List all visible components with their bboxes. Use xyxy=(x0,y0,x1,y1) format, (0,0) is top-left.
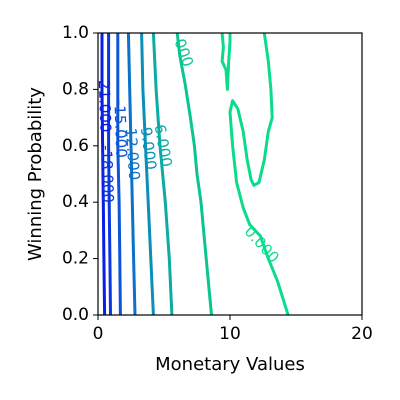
contour-line-7 xyxy=(220,33,232,91)
y-tick-label-5: 1.0 xyxy=(62,23,89,43)
x-axis-label: Monetary Values xyxy=(155,354,305,375)
contour-line-5 xyxy=(151,33,174,315)
contour-line-2 xyxy=(116,33,122,315)
contour-line-6 xyxy=(175,33,213,315)
y-axis-label: Winning Probability xyxy=(25,87,46,261)
x-tick-label-2: 20 xyxy=(351,324,373,344)
contour-label-2: -15.000 xyxy=(110,100,130,158)
contour-lines xyxy=(100,33,290,315)
contour-line-8 xyxy=(228,33,290,315)
contour-line-3 xyxy=(126,33,137,315)
y-axis-ticks: 0.0 0.2 0.4 0.6 0.8 1.0 xyxy=(62,23,98,325)
contour-label-0: -21.000 xyxy=(95,74,115,132)
contour-label-3: -12.000 xyxy=(121,122,143,181)
contour-line-4 xyxy=(140,33,155,315)
y-tick-label-3: 0.6 xyxy=(62,136,89,156)
y-tick-label-0: 0.0 xyxy=(62,305,89,325)
x-tick-label-0: 0 xyxy=(93,324,104,344)
y-tick-label-2: 0.4 xyxy=(62,192,89,212)
contour-line-1 xyxy=(107,33,112,315)
y-tick-label-1: 0.2 xyxy=(62,249,89,269)
y-tick-label-4: 0.8 xyxy=(62,79,89,99)
x-tick-label-1: 10 xyxy=(219,324,241,344)
contour-label-1: -18.000 xyxy=(97,145,117,203)
contour-label-4: -9.000 xyxy=(136,121,160,171)
x-axis-ticks: 0 10 20 xyxy=(93,315,373,344)
contour-line-0 xyxy=(100,33,107,315)
